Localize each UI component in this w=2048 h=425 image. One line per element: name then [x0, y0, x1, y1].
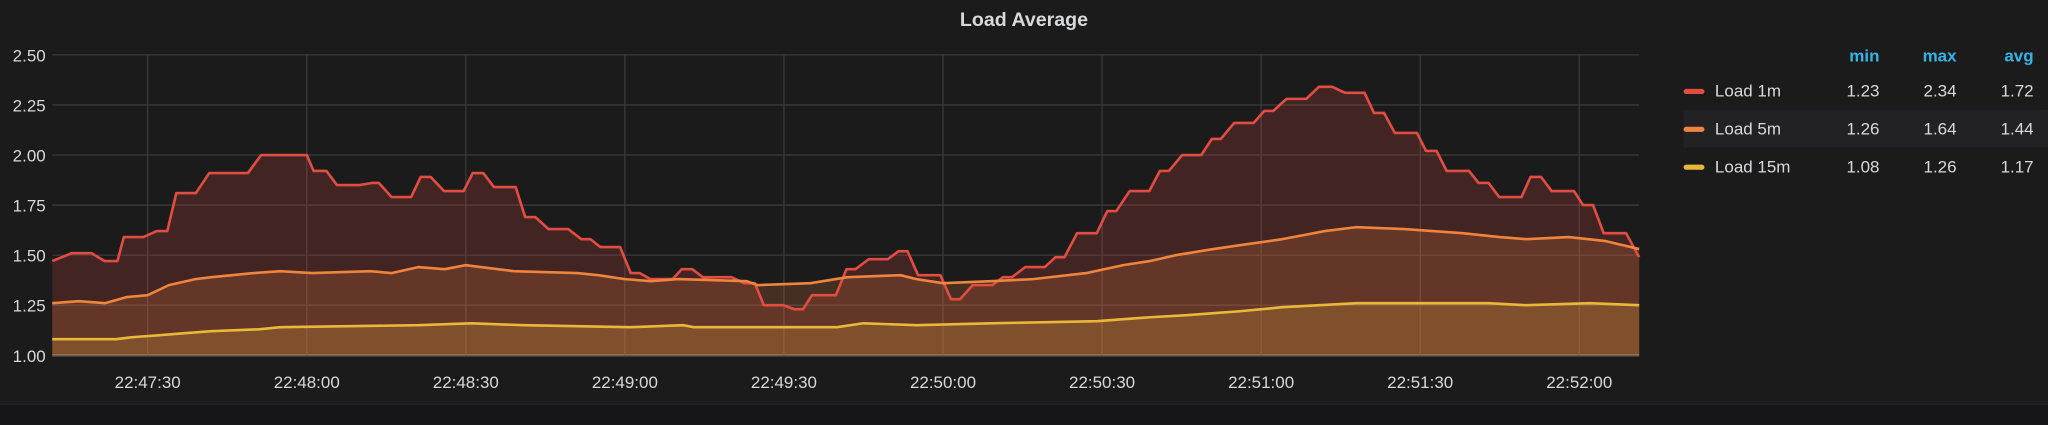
x-tick-label: 22:48:00: [274, 373, 340, 392]
legend-col-avg[interactable]: avg: [2004, 45, 2034, 66]
legend-avg: 1.17: [2000, 156, 2034, 177]
x-tick-label: 22:48:30: [433, 373, 499, 392]
legend-max: 1.26: [1923, 156, 1957, 177]
panel-bottom-edge: [0, 403, 2048, 425]
panel-title[interactable]: Load Average: [959, 9, 1089, 32]
legend-header: min max avg: [1684, 43, 2048, 72]
x-axis: 22:47:30 22:48:00 22:48:30 22:49:00 22:49:30…: [115, 373, 1613, 392]
y-tick-label: 2.25: [13, 96, 46, 115]
legend-label[interactable]: Load 15m: [1714, 156, 1791, 177]
y-tick-label: 2.50: [13, 46, 46, 65]
series-color-swatch[interactable]: [1683, 88, 1705, 95]
y-tick-label: 1.75: [13, 197, 46, 216]
series-color-swatch[interactable]: [1683, 126, 1705, 132]
series-lines: [51, 85, 1641, 341]
area-load-1m: [52, 86, 1640, 356]
x-tick-label: 22:51:00: [1228, 373, 1294, 392]
y-tick-label: 1.25: [13, 297, 46, 316]
legend-max: 2.34: [1923, 80, 1957, 101]
line-load-5m: [52, 225, 1640, 305]
series-color-swatch[interactable]: [1683, 164, 1705, 170]
area-load-15m: [52, 303, 1640, 356]
legend-col-max[interactable]: max: [1922, 45, 1957, 66]
x-tick-label: 22:47:30: [115, 373, 181, 392]
legend: min max avg Load 1m 1.23 2.34 1.72 Load …: [1683, 43, 2048, 186]
line-load-15m: [52, 301, 1640, 341]
legend-max: 1.64: [1923, 118, 1957, 139]
y-axis: 1.00 1.25 1.50 1.75 2.00 2.25 2.50: [13, 46, 46, 365]
legend-avg: 1.44: [2000, 118, 2034, 139]
x-tick-label: 22:52:00: [1546, 373, 1612, 392]
x-tick-label: 22:50:00: [910, 373, 976, 392]
legend-label[interactable]: Load 5m: [1714, 118, 1782, 139]
legend-min: 1.08: [1846, 156, 1880, 177]
legend-label[interactable]: Load 1m: [1714, 80, 1782, 101]
x-tick-label: 22:51:30: [1387, 373, 1453, 392]
legend-item-load-1m[interactable]: Load 1m 1.23 2.34 1.72: [1683, 72, 2048, 110]
x-tick-label: 22:50:30: [1069, 373, 1135, 392]
legend-item-load-15m[interactable]: Load 15m 1.08 1.26 1.17: [1683, 148, 2048, 186]
y-tick-label: 1.00: [13, 347, 46, 366]
legend-col-min[interactable]: min: [1849, 45, 1880, 66]
series-fills: [52, 86, 1640, 356]
x-tick-label: 22:49:30: [751, 373, 817, 392]
x-tick-label: 22:49:00: [592, 373, 658, 392]
legend-min: 1.23: [1846, 80, 1880, 101]
y-tick-label: 1.50: [13, 247, 46, 266]
legend-item-load-5m[interactable]: Load 5m 1.26 1.64 1.44: [1683, 109, 2048, 148]
line-load-1m: [51, 85, 1641, 311]
legend-avg: 1.72: [2000, 80, 2034, 101]
legend-min: 1.26: [1846, 118, 1880, 139]
y-tick-label: 2.00: [13, 147, 46, 166]
